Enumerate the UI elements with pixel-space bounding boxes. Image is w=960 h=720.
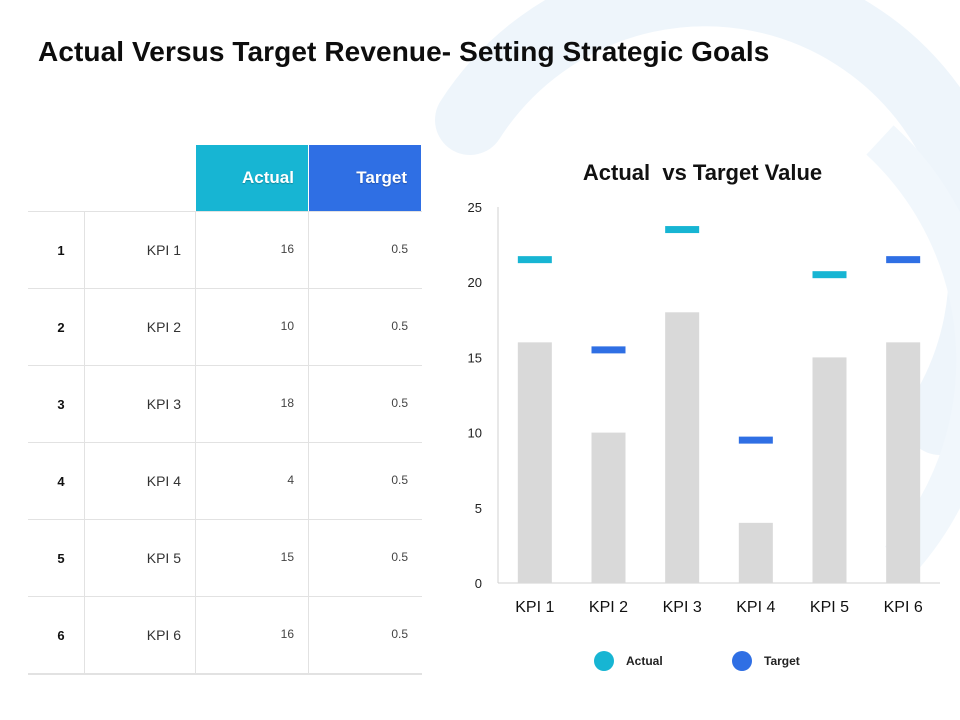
y-tick-label: 0 — [475, 576, 482, 591]
kpi-name-cell: KPI 5 — [84, 520, 196, 596]
legend-target-label: Target — [764, 654, 800, 668]
row-number: 3 — [57, 396, 65, 412]
y-tick-label: 5 — [475, 501, 482, 516]
y-tick-label: 20 — [468, 275, 482, 290]
target-marker — [591, 346, 626, 354]
kpi-table: Actual Target 1 KPI 1 16 0.5 2 KPI 2 10 0.5 3 KPI… — [28, 145, 422, 675]
table-header-row: Actual Target — [28, 145, 422, 211]
actual-bar — [517, 342, 552, 583]
actual-value-cell: 10 — [196, 289, 309, 365]
x-tick-label: KPI 3 — [663, 599, 702, 616]
target-marker — [886, 256, 921, 264]
target-value-cell: 0.5 — [391, 627, 408, 641]
actual-bar — [738, 522, 773, 583]
x-tick-label: KPI 2 — [589, 599, 628, 616]
actual-value-cell: 16 — [196, 212, 309, 288]
row-number: 4 — [57, 473, 65, 489]
target-value-cell: 0.5 — [391, 319, 408, 333]
kpi-name-cell: KPI 3 — [84, 366, 196, 442]
y-tick-label: 15 — [468, 350, 482, 365]
legend-actual-swatch — [594, 651, 614, 671]
target-value-cell: 0.5 — [391, 550, 408, 564]
x-tick-label: KPI 1 — [515, 599, 554, 616]
actual-value-cell: 15 — [196, 520, 309, 596]
table-row: 3 KPI 3 18 0.5 — [28, 365, 422, 442]
target-marker — [738, 436, 773, 444]
row-number: 1 — [57, 242, 65, 258]
table-row: 5 KPI 5 15 0.5 — [28, 519, 422, 596]
target-marker — [665, 226, 700, 234]
target-value-cell: 0.5 — [391, 242, 408, 256]
table-row: 4 KPI 4 4 0.5 — [28, 442, 422, 519]
row-number: 2 — [57, 319, 65, 335]
actual-value-cell: 16 — [196, 597, 309, 673]
y-tick-label: 10 — [468, 426, 482, 441]
header-actual: Actual — [196, 145, 308, 211]
actual-bar — [886, 342, 921, 583]
target-value-cell: 0.5 — [391, 473, 408, 487]
x-tick-label: KPI 4 — [736, 599, 775, 616]
actual-value-cell: 4 — [196, 443, 309, 519]
table-row: 2 KPI 2 10 0.5 — [28, 288, 422, 365]
actual-bar — [665, 312, 700, 583]
table-row: 6 KPI 6 16 0.5 — [28, 596, 422, 675]
x-tick-label: KPI 6 — [884, 599, 923, 616]
kpi-name-cell: KPI 2 — [84, 289, 196, 365]
target-value-cell: 0.5 — [391, 396, 408, 410]
kpi-name-cell: KPI 4 — [84, 443, 196, 519]
target-marker — [812, 271, 847, 279]
kpi-name-cell: KPI 1 — [84, 212, 196, 288]
row-number: 6 — [57, 627, 65, 643]
actual-bar — [812, 357, 847, 583]
bar-chart: 0 5 10 15 20 25 KPI 1 KPI 2 KPI 3 KPI 4 KPI 5 KPI 6 — [468, 200, 940, 616]
row-number: 5 — [57, 550, 65, 566]
kpi-name-cell: KPI 6 — [84, 597, 196, 673]
actual-value-cell: 18 — [196, 366, 309, 442]
target-marker — [517, 256, 552, 264]
x-tick-label: KPI 5 — [810, 599, 849, 616]
legend-actual-label: Actual — [626, 654, 663, 668]
table-row: 1 KPI 1 16 0.5 — [28, 211, 422, 288]
page-title: Actual Versus Target Revenue- Setting St… — [38, 36, 770, 67]
chart-title: Actual vs Target Value — [582, 160, 823, 185]
legend-actual: Actual — [594, 650, 663, 672]
legend-target-swatch — [732, 651, 752, 671]
y-tick-label: 25 — [468, 200, 482, 215]
legend-target: Target — [732, 650, 800, 672]
actual-bar — [591, 432, 626, 583]
header-target: Target — [309, 145, 421, 211]
